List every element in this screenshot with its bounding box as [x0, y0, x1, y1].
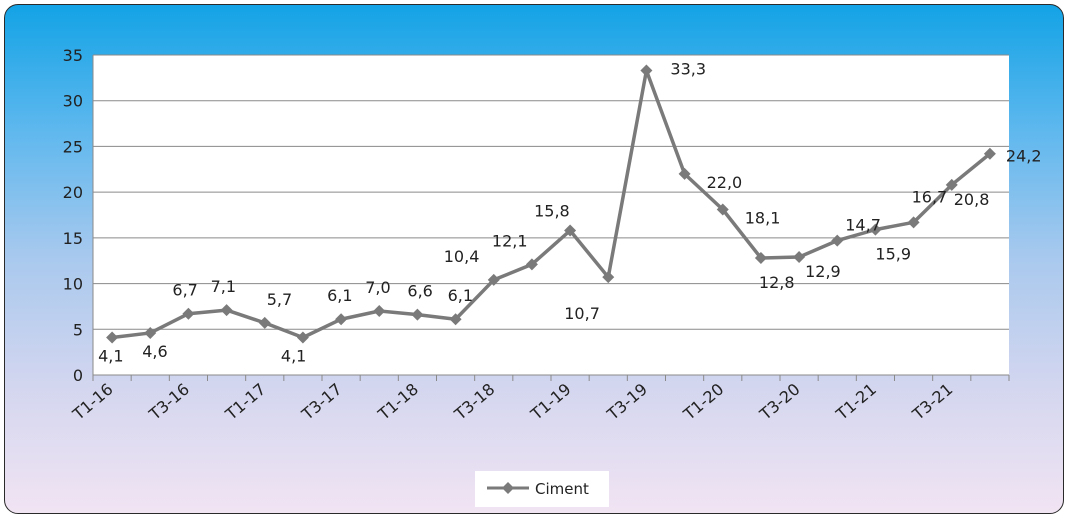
y-tick-label: 25: [63, 137, 83, 156]
data-point: [831, 234, 844, 247]
x-tick-label: T1-16: [68, 380, 116, 425]
legend-label: Ciment: [535, 480, 589, 498]
y-tick-label: 20: [63, 183, 83, 202]
data-label: 6,1: [327, 286, 352, 305]
x-tick-label: T1-19: [526, 380, 574, 425]
y-tick-label: 5: [73, 320, 83, 339]
plot-area: [93, 55, 1009, 375]
data-point: [793, 251, 806, 264]
data-label: 10,4: [444, 247, 480, 266]
data-label: 10,7: [564, 304, 600, 323]
data-label: 4,1: [98, 347, 123, 366]
data-label: 6,6: [407, 282, 432, 301]
data-point: [716, 203, 729, 216]
data-label: 14,7: [845, 216, 881, 235]
data-label: 4,6: [142, 342, 167, 361]
x-tick-label: T1-18: [374, 380, 422, 425]
data-point: [640, 64, 653, 77]
series-ciment: [106, 64, 996, 344]
data-point: [373, 305, 386, 317]
x-tick-label: T3-16: [145, 380, 193, 425]
data-label: 6,7: [172, 281, 197, 300]
data-point: [525, 258, 538, 271]
series-line: [111, 68, 992, 340]
data-point: [144, 326, 157, 339]
data-label: 15,9: [875, 245, 911, 264]
data-label: 12,8: [759, 273, 795, 292]
x-tick-label: T3-18: [450, 380, 498, 425]
gridlines: [93, 54, 1009, 330]
data-label: 4,1: [281, 347, 306, 366]
data-label: 20,8: [954, 190, 990, 209]
data-label: 24,2: [1006, 147, 1042, 166]
data-point: [983, 147, 996, 160]
data-label: 7,0: [365, 278, 390, 297]
y-axis-ticks: 0 5 10 15 20 25 30 35: [63, 46, 83, 385]
data-labels: 4,1 4,6 6,7 7,1 5,7 4,1 6,1 7,0 6,6 6,1 10,4 12,1 15…: [98, 60, 1041, 366]
data-point: [754, 251, 767, 264]
data-label: 15,8: [534, 202, 570, 221]
x-tick-label: T1-21: [832, 380, 880, 425]
data-label: 18,1: [745, 209, 781, 228]
data-label: 16,7: [912, 187, 948, 206]
data-point: [411, 308, 424, 321]
y-tick-label: 15: [63, 229, 83, 248]
data-label: 5,7: [267, 290, 292, 309]
data-point: [106, 331, 119, 344]
data-point: [335, 313, 348, 326]
data-point: [258, 316, 271, 329]
chart-frame: 0 5 10 15 20 25 30 35 T1-16 T3-16 T1-17 T3-17 T1-18…: [4, 4, 1064, 514]
data-point: [907, 216, 920, 229]
data-point: [449, 313, 462, 326]
data-point: [182, 307, 195, 320]
data-point: [602, 271, 615, 284]
line-chart: 0 5 10 15 20 25 30 35 T1-16 T3-16 T1-17 T3-17 T1-18…: [63, 46, 1042, 507]
legend-marker: [502, 482, 514, 494]
x-tick-label: T3-19: [603, 380, 651, 425]
y-tick-label: 30: [63, 92, 83, 111]
data-point: [678, 167, 691, 180]
y-tick-label: 0: [73, 366, 83, 385]
data-label: 12,9: [805, 262, 841, 281]
data-label: 12,1: [492, 231, 528, 250]
x-tick-label: T3-21: [908, 380, 956, 425]
y-tick-label: 35: [63, 46, 83, 65]
data-label: 22,0: [707, 173, 743, 192]
x-tick-label: T3-17: [297, 380, 345, 425]
data-label: 33,3: [670, 60, 706, 79]
x-tick-label: T1-17: [221, 380, 269, 425]
data-label: 7,1: [211, 277, 236, 296]
data-point: [945, 178, 958, 191]
legend: Ciment: [475, 471, 609, 507]
data-point: [296, 331, 309, 344]
x-tick-label: T3-20: [755, 380, 803, 425]
y-tick-label: 10: [63, 275, 83, 294]
data-point: [487, 273, 500, 286]
x-tick-label: T1-20: [679, 380, 727, 425]
data-label: 6,1: [448, 286, 473, 305]
data-point: [220, 304, 233, 317]
data-point: [564, 224, 577, 237]
data-point: [869, 223, 882, 236]
